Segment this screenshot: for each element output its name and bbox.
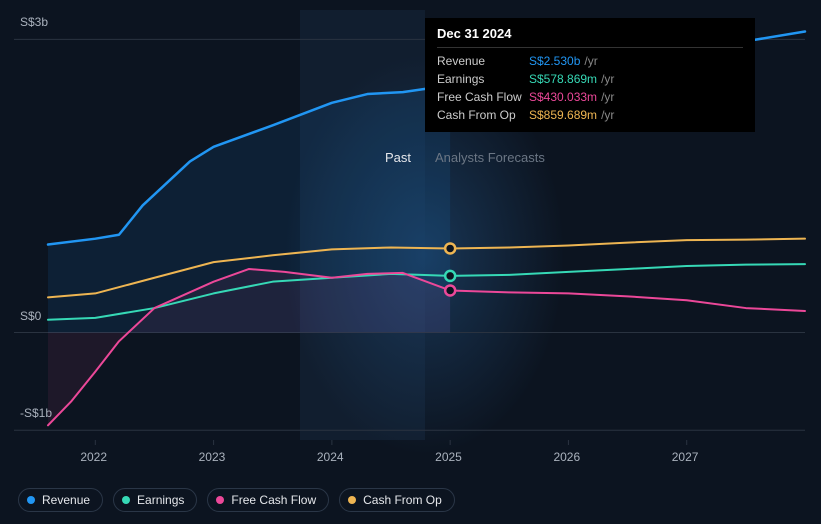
x-axis-tick-label: 2022 (80, 450, 107, 464)
tooltip-row: RevenueS$2.530b/yr (437, 52, 743, 70)
data-tooltip: Dec 31 2024 RevenueS$2.530b/yrEarningsS$… (425, 18, 755, 132)
tooltip-row: EarningsS$578.869m/yr (437, 70, 743, 88)
tooltip-metric-value: S$430.033m (529, 90, 597, 104)
y-axis-tick-label: S$3b (20, 15, 48, 29)
x-axis-tick-label: 2023 (199, 450, 226, 464)
legend-item-earnings[interactable]: Earnings (113, 488, 197, 512)
legend-item-label: Cash From Op (363, 493, 442, 507)
tooltip-metric-label: Free Cash Flow (437, 90, 529, 104)
tooltip-metric-unit: /yr (601, 108, 614, 122)
y-axis-tick-label: S$0 (20, 309, 41, 323)
legend-dot-icon (216, 496, 224, 504)
x-axis-tick-label: 2024 (317, 450, 344, 464)
legend-item-fcf[interactable]: Free Cash Flow (207, 488, 329, 512)
tooltip-metric-label: Revenue (437, 54, 529, 68)
tooltip-metric-value: S$859.689m (529, 108, 597, 122)
tooltip-metric-label: Cash From Op (437, 108, 529, 122)
tooltip-metric-unit: /yr (601, 72, 614, 86)
forecast-section-label: Analysts Forecasts (435, 150, 545, 165)
past-section-label: Past (385, 150, 411, 165)
x-axis-tick-label: 2027 (672, 450, 699, 464)
legend-dot-icon (27, 496, 35, 504)
y-axis-tick-label: -S$1b (20, 406, 52, 420)
x-axis-tick-label: 2025 (435, 450, 462, 464)
tooltip-metric-value: S$2.530b (529, 54, 580, 68)
legend-item-label: Revenue (42, 493, 90, 507)
tooltip-metric-unit: /yr (601, 90, 614, 104)
legend-dot-icon (348, 496, 356, 504)
tooltip-metric-unit: /yr (584, 54, 597, 68)
legend-item-revenue[interactable]: Revenue (18, 488, 103, 512)
legend-item-label: Earnings (137, 493, 184, 507)
financial-forecast-chart: Past Analysts Forecasts Dec 31 2024 Reve… (0, 0, 821, 524)
legend-item-label: Free Cash Flow (231, 493, 316, 507)
tooltip-row: Free Cash FlowS$430.033m/yr (437, 88, 743, 106)
tooltip-metric-value: S$578.869m (529, 72, 597, 86)
tooltip-metric-label: Earnings (437, 72, 529, 86)
chart-legend: Revenue Earnings Free Cash Flow Cash From O… (18, 488, 455, 512)
tooltip-row: Cash From OpS$859.689m/yr (437, 106, 743, 124)
legend-item-cash_from_op[interactable]: Cash From Op (339, 488, 455, 512)
legend-dot-icon (122, 496, 130, 504)
x-axis-tick-label: 2026 (553, 450, 580, 464)
tooltip-date: Dec 31 2024 (437, 26, 743, 48)
